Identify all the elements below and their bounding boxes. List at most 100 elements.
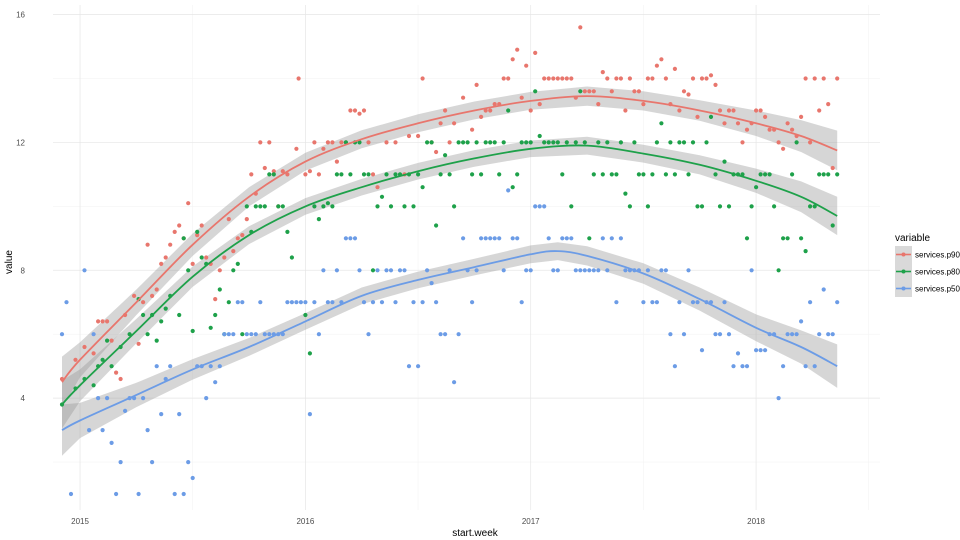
data-point [542,204,547,209]
data-point [808,140,813,145]
data-point [213,297,218,302]
data-point [253,204,258,209]
data-point [767,127,772,132]
y-tick-label: 12 [16,138,25,147]
data-point [713,332,718,337]
data-point [542,140,547,145]
data-point [578,89,583,94]
data-point [352,108,358,113]
data-point [835,76,840,81]
data-point [533,50,538,56]
data-point [744,236,750,241]
data-point [105,319,110,324]
y-tick-label: 8 [21,266,26,275]
data-point [168,364,173,369]
data-point [393,300,398,305]
data-point [817,332,822,337]
legend-item: services.p90 [895,246,960,263]
data-point [150,460,155,465]
data-point [785,332,790,337]
data-point [754,108,759,113]
data-point [348,236,353,241]
data-point [609,236,614,241]
data-point [587,236,592,241]
x-axis-ticks: 2015 2016 2017 2018 [71,517,765,526]
data-point [826,172,831,177]
data-point [826,102,831,107]
data-point [470,172,475,177]
data-point [591,172,596,177]
data-point [654,63,660,68]
data-point [217,268,222,273]
confidence-band [62,242,838,456]
data-point [406,133,412,139]
data-point [722,300,727,305]
data-point [379,194,385,199]
data-point [501,140,506,145]
data-point [758,108,763,113]
data-point [636,172,642,177]
data-point [830,223,835,228]
data-point [596,268,601,273]
data-point [289,300,294,305]
data-point [668,140,673,145]
data-point [618,140,624,145]
data-point [334,159,339,164]
data-point [596,102,601,107]
data-point [181,491,186,497]
data-point [636,89,642,94]
data-point [348,172,353,177]
data-point [91,383,96,388]
data-point [690,140,696,145]
data-point [177,312,182,318]
data-point [821,76,826,81]
data-point [524,268,529,273]
data-point [370,172,376,177]
data-point [244,217,249,222]
data-point [488,140,493,145]
data-point [443,108,448,113]
data-point [677,140,682,145]
data-point [542,76,547,81]
data-point [316,217,321,222]
data-point [650,76,655,81]
data-point [470,127,475,132]
data-point [645,268,651,273]
data-point [361,172,367,177]
data-point [555,268,560,273]
data-point [68,491,74,497]
data-point [785,121,790,126]
data-point [154,287,159,292]
data-point [325,201,330,206]
data-point [546,236,551,241]
data-point [132,293,137,298]
data-point [474,140,479,145]
data-point [82,344,87,350]
data-point [425,268,430,273]
data-point [735,351,741,356]
data-point [672,364,678,369]
y-tick-label: 4 [21,394,26,403]
data-point [537,133,542,139]
data-point [312,300,317,305]
data-point [330,300,335,305]
data-point [641,102,646,107]
data-point [307,169,312,174]
data-point [222,332,227,337]
data-point [96,319,101,324]
data-point [812,364,817,369]
data-point [808,300,813,305]
data-point [384,268,389,273]
data-point [781,364,786,369]
data-point [361,108,367,113]
data-point [100,428,105,433]
data-point [663,268,669,273]
data-point [361,300,367,305]
data-point [560,76,565,81]
y-axis-ticks: 4 8 12 16 [16,11,25,404]
data-point [375,185,380,190]
data-point [208,325,213,330]
data-point [402,268,407,273]
data-point [672,172,678,177]
data-point [366,172,371,177]
